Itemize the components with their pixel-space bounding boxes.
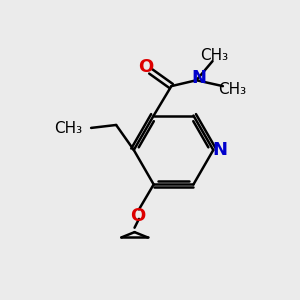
Text: N: N [212, 141, 227, 159]
Text: CH₃: CH₃ [218, 82, 246, 97]
Text: O: O [138, 58, 153, 76]
Text: N: N [192, 69, 207, 87]
Text: CH₃: CH₃ [200, 48, 228, 63]
Text: CH₃: CH₃ [54, 121, 82, 136]
Text: O: O [130, 207, 145, 225]
